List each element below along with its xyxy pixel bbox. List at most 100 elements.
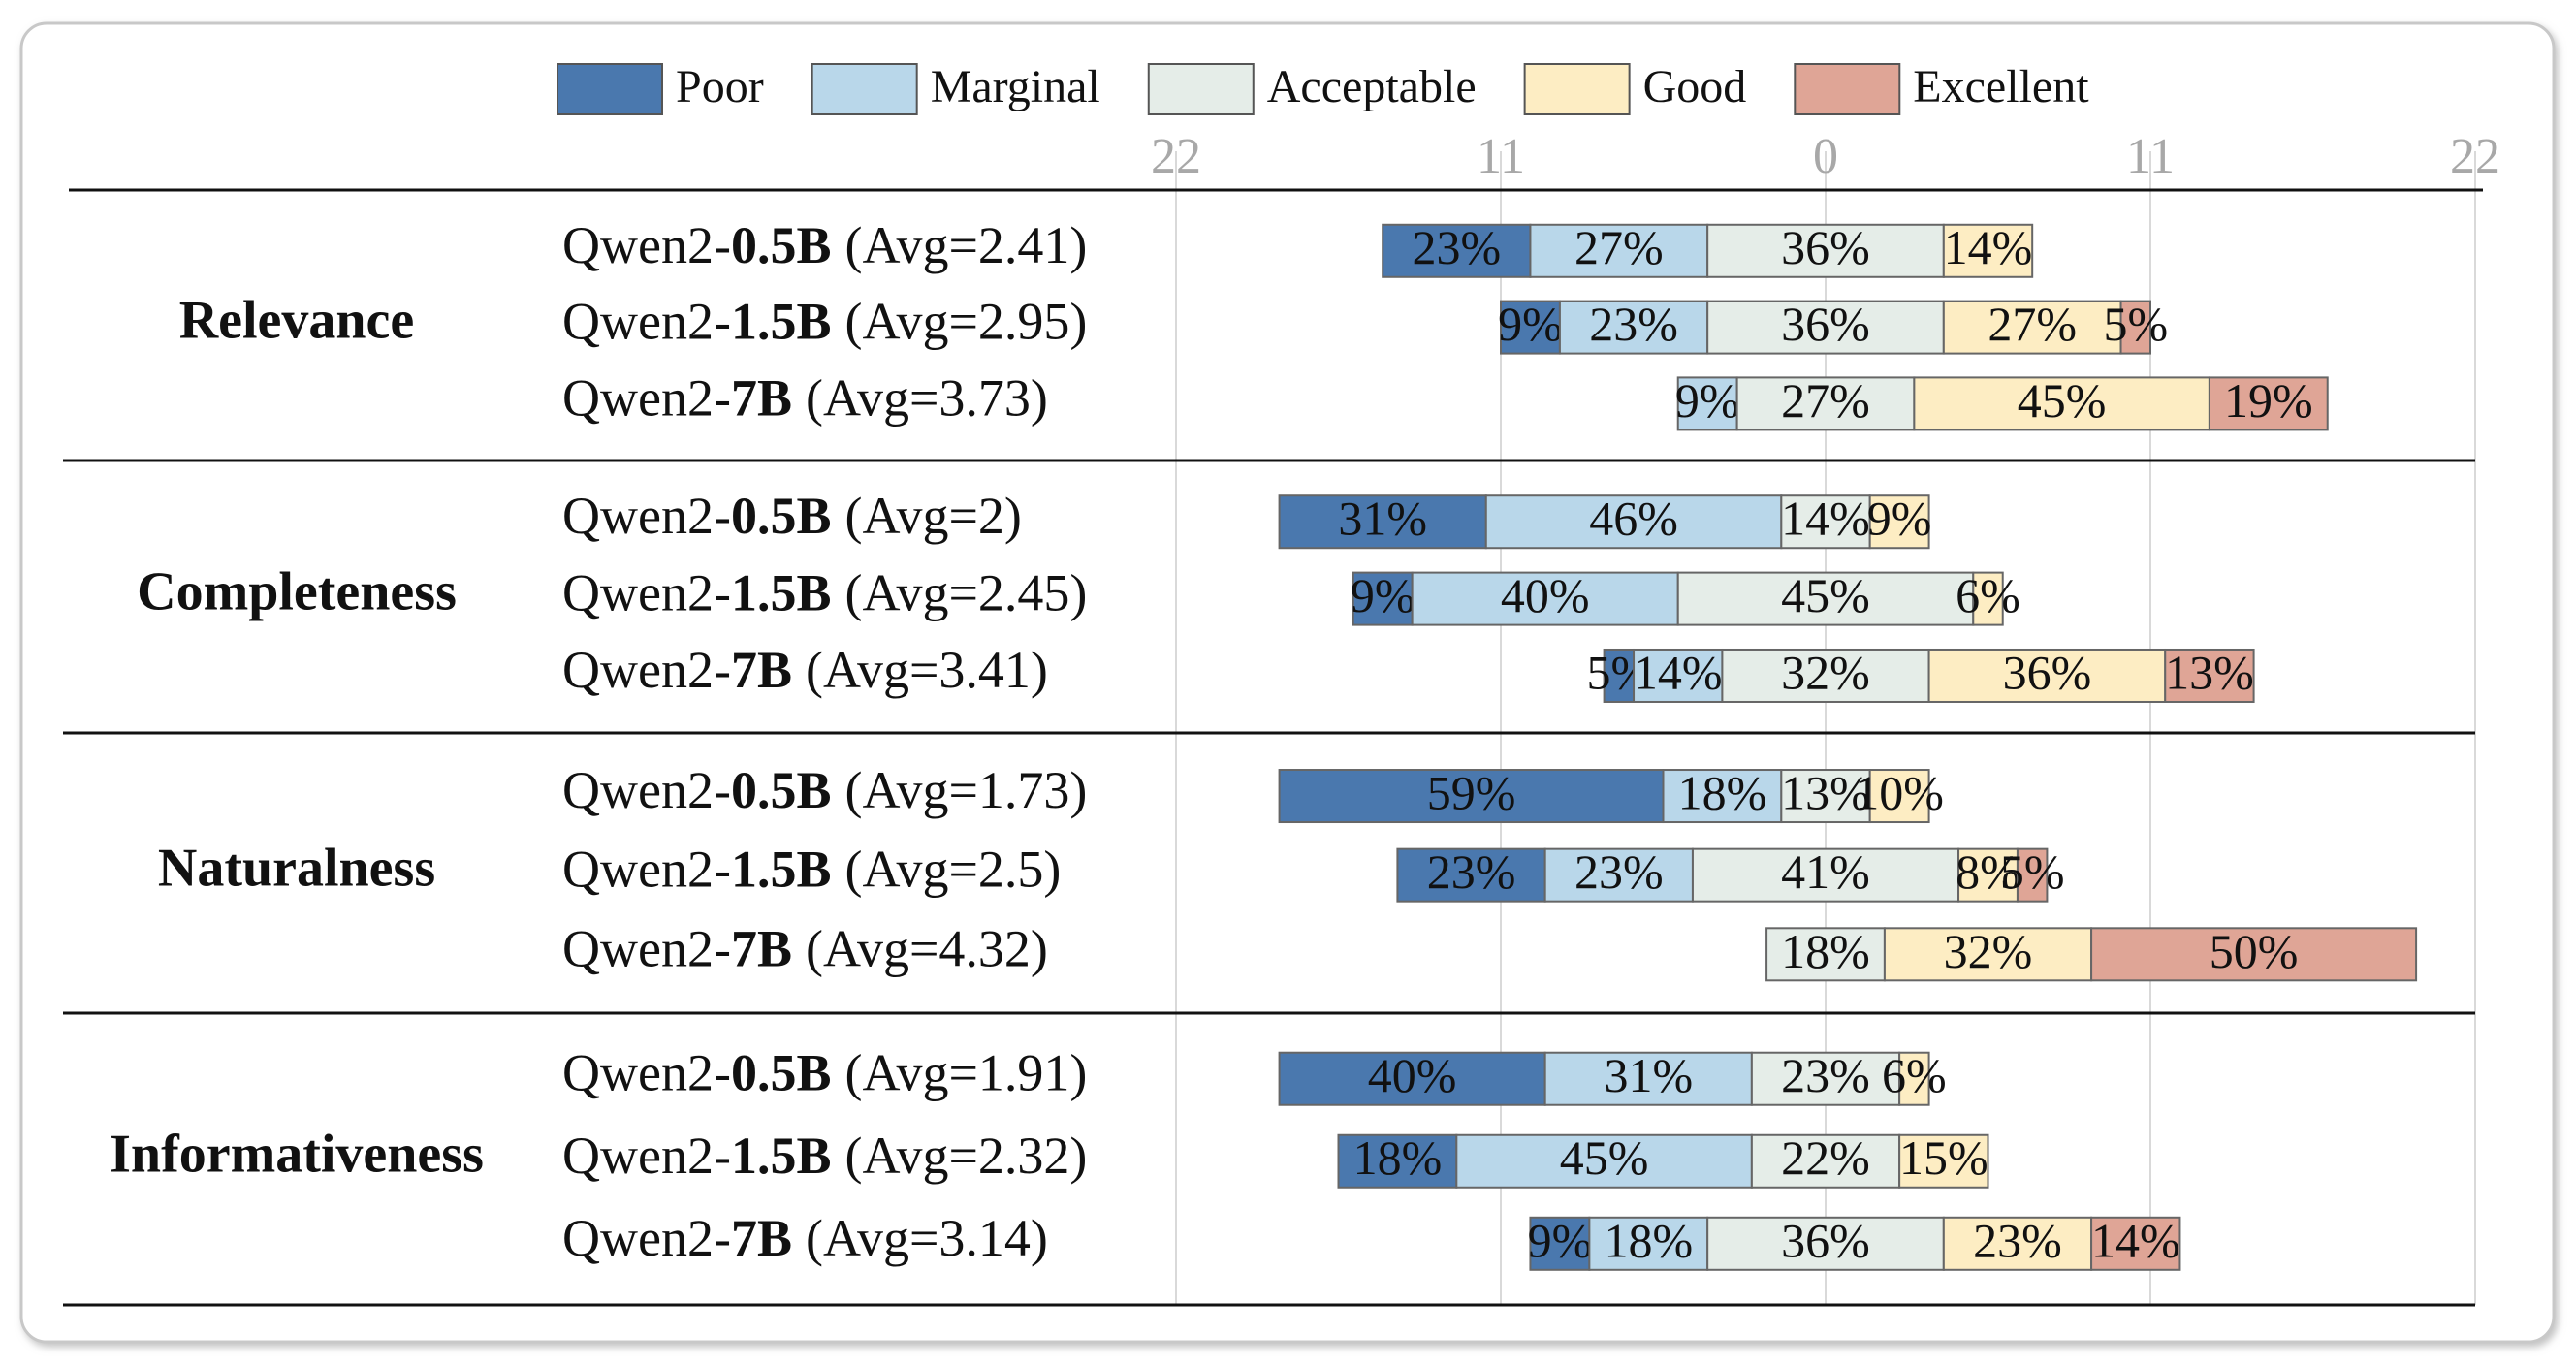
value-label: 32% [1944,924,2033,978]
bar-segment [1868,769,1930,824]
row-label: Qwen2-0.5B (Avg=1.91) [562,1044,1087,1102]
bar-segment [1278,1051,1546,1106]
value-label: 50% [2210,924,2299,978]
bar-segment [2208,376,2329,431]
value-label: 13% [1781,765,1870,819]
bar-segment [2119,300,2151,355]
value-label: 19% [2224,373,2313,428]
bar-segment [1883,927,2093,982]
model-name: Qwen2- [562,369,731,428]
x-tick-label: 0 [1813,129,1838,184]
model-size: 0.5B [731,1044,832,1102]
value-label: 18% [1604,1213,1693,1267]
bar-segment [1543,1051,1753,1106]
bar-segment [1455,1133,1753,1189]
bar-segment [1558,300,1709,355]
legend-label: Good [1643,61,1747,112]
bar-segment [1898,1133,1989,1189]
row-label: Qwen2-1.5B (Avg=2.45) [562,564,1087,622]
value-label: 40% [1501,568,1590,622]
value-label: 23% [1412,220,1501,274]
bar-segment [1780,769,1871,824]
bar-segment [1500,300,1561,355]
value-label: 5% [2103,297,2168,351]
value-label: 6% [1882,1048,1947,1102]
model-name: Qwen2- [562,920,731,978]
value-label: 14% [1944,220,2033,274]
bar-segment [1780,494,1871,550]
bar-segment [1706,300,1945,355]
bar-segment [1942,223,2034,278]
value-label: 36% [1781,297,1870,351]
model-size: 1.5B [731,564,832,622]
bar-segment [1662,769,1783,824]
bar-segment [2016,847,2049,903]
row-average: (Avg=3.41) [806,641,1048,699]
legend-swatch [1794,63,1901,115]
row-average: (Avg=2.32) [844,1127,1087,1185]
bar-segment [1898,1051,1930,1106]
value-label: 23% [1574,844,1664,899]
value-label: 9% [1675,373,1740,428]
row-average: (Avg=2) [844,488,1021,546]
model-size: 1.5B [731,841,832,899]
legend-swatch [811,63,918,115]
group-label: Informativeness [110,1124,484,1184]
row-average: (Avg=1.91) [844,1044,1087,1102]
row-average: (Avg=2.95) [844,293,1087,351]
value-label: 22% [1781,1130,1870,1185]
x-tick-label: 11 [1477,129,1525,184]
model-size: 7B [731,920,792,978]
value-label: 59% [1427,765,1516,819]
model-size: 7B [731,641,792,699]
bar-segment [1706,1216,1945,1271]
value-label: 41% [1781,844,1870,899]
x-tick-label: 22 [2450,129,2500,184]
bar-segment [1484,494,1783,550]
bar-segment [1868,494,1930,550]
legend-label: Excellent [1913,61,2089,112]
bar-segment [1972,571,2004,626]
model-name: Qwen2- [562,216,731,274]
model-size: 1.5B [731,293,832,351]
value-label: 45% [1560,1130,1649,1185]
bar-segment [1676,571,1975,626]
bar-segment [1337,1133,1458,1189]
value-label: 10% [1855,765,1944,819]
row-label: Qwen2-7B (Avg=4.32) [562,920,1048,978]
row-label: Qwen2-7B (Avg=3.73) [562,369,1048,428]
group-label: Completeness [137,561,457,621]
row-label: Qwen2-0.5B (Avg=1.73) [562,761,1087,819]
row-average: (Avg=3.73) [806,369,1048,428]
row-average: (Avg=2.45) [844,564,1087,622]
x-tick-label: 22 [1151,129,1201,184]
row-label: Qwen2-7B (Avg=3.14) [562,1209,1048,1267]
value-label: 6% [1956,568,2020,622]
value-label: 9% [1528,1213,1593,1267]
value-label: 23% [1589,297,1678,351]
value-label: 27% [1781,373,1870,428]
value-label: 14% [1781,492,1870,546]
model-size: 7B [731,369,792,428]
model-name: Qwen2- [562,293,731,351]
row-label: Qwen2-1.5B (Avg=2.32) [562,1127,1087,1185]
legend-swatch [1147,63,1255,115]
bar-segment [1750,1051,1901,1106]
bar-segment [1927,648,2167,703]
value-label: 9% [1867,492,1932,546]
bar-segment [2090,1216,2181,1271]
row-average: (Avg=2.41) [844,216,1087,274]
value-label: 31% [1604,1048,1693,1102]
bar-segment [1352,571,1414,626]
model-name: Qwen2- [562,641,731,699]
row-label: Qwen2-0.5B (Avg=2) [562,488,1022,546]
bar-segment [1942,300,2122,355]
value-label: 23% [1427,844,1516,899]
model-name: Qwen2- [562,1209,731,1267]
row-average: (Avg=1.73) [844,761,1087,819]
legend-swatch [1523,63,1631,115]
value-label: 15% [1899,1130,1988,1185]
model-size: 1.5B [731,1127,832,1185]
value-label: 23% [1973,1213,2062,1267]
value-label: 13% [2165,645,2254,699]
